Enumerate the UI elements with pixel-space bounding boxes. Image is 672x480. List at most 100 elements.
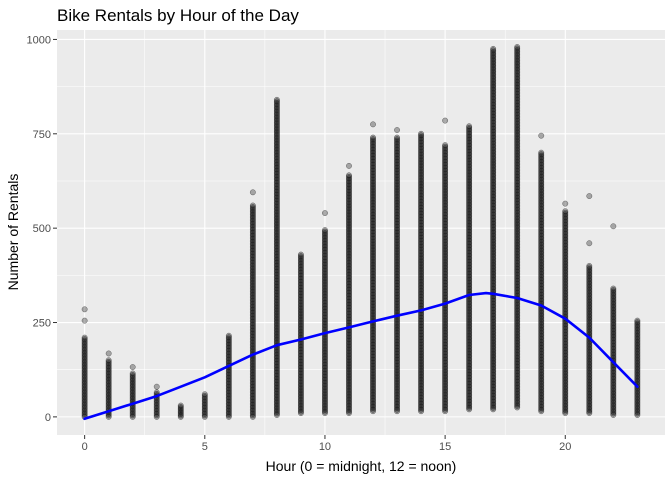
data-point bbox=[297, 322, 304, 329]
data-point bbox=[249, 210, 256, 217]
data-point bbox=[249, 299, 256, 306]
data-point bbox=[273, 187, 280, 194]
data-point bbox=[201, 392, 208, 399]
data-point bbox=[273, 374, 280, 381]
data-point bbox=[105, 394, 112, 401]
data-point bbox=[105, 373, 112, 380]
data-point bbox=[225, 367, 232, 374]
data-point bbox=[249, 238, 256, 245]
data-point bbox=[105, 381, 112, 388]
data-point bbox=[249, 281, 256, 287]
data-point bbox=[273, 265, 280, 272]
data-point bbox=[105, 360, 112, 367]
data-point bbox=[273, 217, 280, 224]
data-point bbox=[81, 352, 88, 359]
data-point bbox=[297, 408, 304, 415]
data-point bbox=[370, 121, 376, 128]
data-point bbox=[225, 355, 232, 362]
hour-point-column bbox=[273, 96, 280, 418]
data-point bbox=[249, 220, 256, 227]
data-point bbox=[225, 400, 232, 407]
data-point bbox=[81, 354, 88, 361]
data-point bbox=[297, 343, 304, 350]
data-point bbox=[81, 366, 88, 372]
data-point bbox=[273, 298, 280, 305]
data-point bbox=[297, 327, 304, 334]
data-point bbox=[273, 99, 280, 106]
data-point bbox=[322, 402, 328, 409]
data-point bbox=[322, 378, 328, 385]
data-point bbox=[273, 389, 280, 396]
data-point bbox=[297, 373, 304, 380]
data-point bbox=[273, 96, 280, 103]
data-point bbox=[273, 406, 280, 412]
data-point bbox=[273, 401, 280, 408]
data-point bbox=[273, 335, 280, 342]
data-point bbox=[249, 237, 256, 244]
data-point bbox=[322, 367, 328, 374]
data-point bbox=[297, 316, 304, 323]
data-point bbox=[297, 284, 304, 291]
x-tick-label: 0 bbox=[82, 441, 88, 453]
data-point bbox=[201, 398, 208, 405]
data-point bbox=[105, 387, 112, 394]
data-point bbox=[129, 379, 136, 386]
data-point bbox=[225, 353, 232, 360]
data-point bbox=[394, 127, 400, 133]
data-point bbox=[249, 205, 256, 212]
data-point bbox=[81, 381, 88, 387]
data-point bbox=[273, 356, 280, 363]
data-point bbox=[153, 383, 160, 390]
data-point bbox=[249, 223, 256, 230]
data-point bbox=[249, 265, 256, 272]
data-point bbox=[105, 370, 112, 377]
data-point bbox=[225, 343, 232, 350]
data-point bbox=[249, 391, 256, 398]
data-point bbox=[418, 130, 425, 137]
data-point bbox=[225, 334, 232, 341]
data-point bbox=[273, 184, 280, 191]
data-point bbox=[249, 290, 256, 297]
data-point bbox=[322, 392, 328, 398]
data-point bbox=[273, 320, 280, 326]
data-point bbox=[201, 401, 208, 408]
data-point bbox=[81, 410, 88, 417]
data-point bbox=[273, 241, 280, 248]
data-point bbox=[273, 247, 280, 254]
data-point bbox=[273, 295, 280, 302]
data-point bbox=[297, 302, 304, 309]
data-point bbox=[249, 234, 256, 241]
data-point bbox=[322, 210, 328, 217]
data-point bbox=[105, 397, 112, 404]
data-point bbox=[273, 191, 280, 198]
data-point bbox=[273, 113, 280, 120]
data-point bbox=[273, 151, 280, 158]
data-point bbox=[273, 297, 280, 304]
data-point bbox=[249, 365, 256, 372]
hour-point-column bbox=[249, 189, 256, 420]
data-point bbox=[273, 167, 280, 174]
data-point bbox=[105, 358, 112, 365]
data-point bbox=[297, 280, 304, 287]
data-point bbox=[586, 193, 593, 200]
data-point bbox=[322, 395, 328, 401]
data-point bbox=[273, 277, 280, 284]
data-point bbox=[297, 376, 304, 383]
data-point bbox=[249, 279, 256, 286]
data-point bbox=[273, 194, 280, 201]
data-point bbox=[81, 349, 88, 356]
data-point bbox=[81, 376, 88, 383]
data-point bbox=[322, 382, 328, 389]
data-point bbox=[81, 409, 88, 416]
data-point bbox=[249, 314, 256, 321]
data-point bbox=[297, 287, 304, 294]
data-point bbox=[249, 376, 256, 383]
data-point bbox=[273, 304, 280, 311]
data-point bbox=[273, 231, 280, 237]
data-point bbox=[81, 337, 88, 344]
data-point bbox=[273, 380, 280, 387]
data-point bbox=[273, 318, 280, 325]
data-point bbox=[297, 366, 304, 373]
data-point bbox=[105, 400, 112, 407]
data-point bbox=[201, 397, 208, 404]
